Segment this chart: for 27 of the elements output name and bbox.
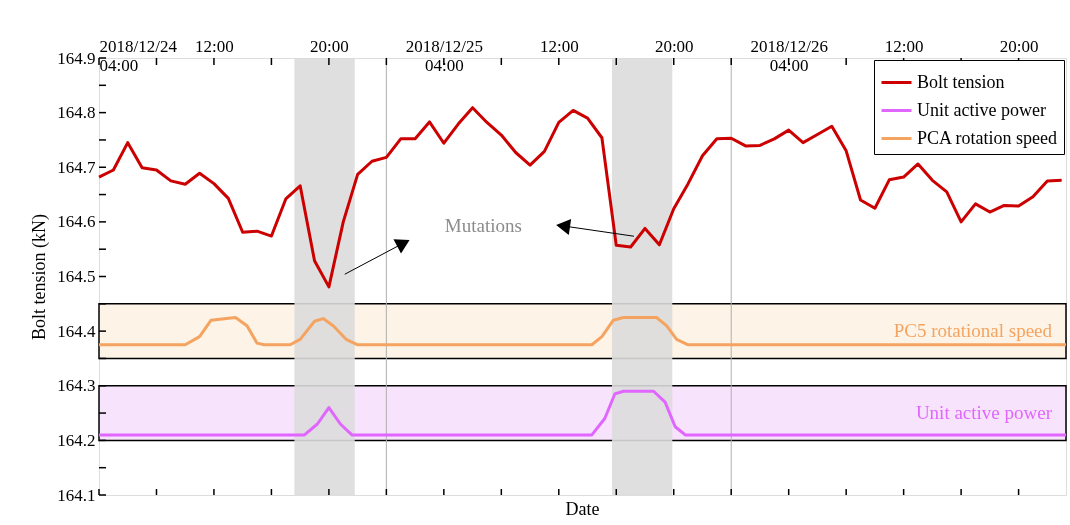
x-tick-label: 20:00 [310,36,349,56]
x-tick-label: 12:00 [195,36,234,56]
y-tick-label: 164.4 [57,321,96,341]
y-tick-label: 164.7 [57,157,96,177]
y-tick-label: 164.8 [57,103,96,123]
annotation: Mutations [444,215,522,237]
x-tick-label: 20:00 [999,36,1039,56]
x-tick-label: 12:00 [539,36,579,56]
y-tick-label: 164.3 [57,376,96,396]
x-tick-label: 2018/12/26 04:00 [750,36,828,75]
x-tick-label: 12:00 [884,36,924,56]
x-tick-label: 2018/12/24 04:00 [99,36,178,75]
legend-label: PCA rotation speed [917,127,1057,148]
y-tick-label: 164.9 [57,48,96,68]
y-tick-label: 164.1 [57,485,96,505]
band-label: PC5 rotational speed [893,320,1053,342]
x-tick-label: 2018/12/25 04:00 [405,36,484,75]
x-axis-title: Date [565,499,600,519]
y-tick-label: 164.6 [57,212,96,232]
legend-label: Bolt tension [917,71,1005,92]
y-tick-label: 164.2 [57,430,96,450]
y-axis-title: Bolt tension (kN) [29,214,51,340]
legend-label: Unit active power [917,99,1046,120]
line-series [97,315,1068,347]
x-tick-label: 20:00 [654,36,694,56]
y-tick-label: 164.5 [57,267,96,286]
band-label: Unit active power [915,402,1053,424]
